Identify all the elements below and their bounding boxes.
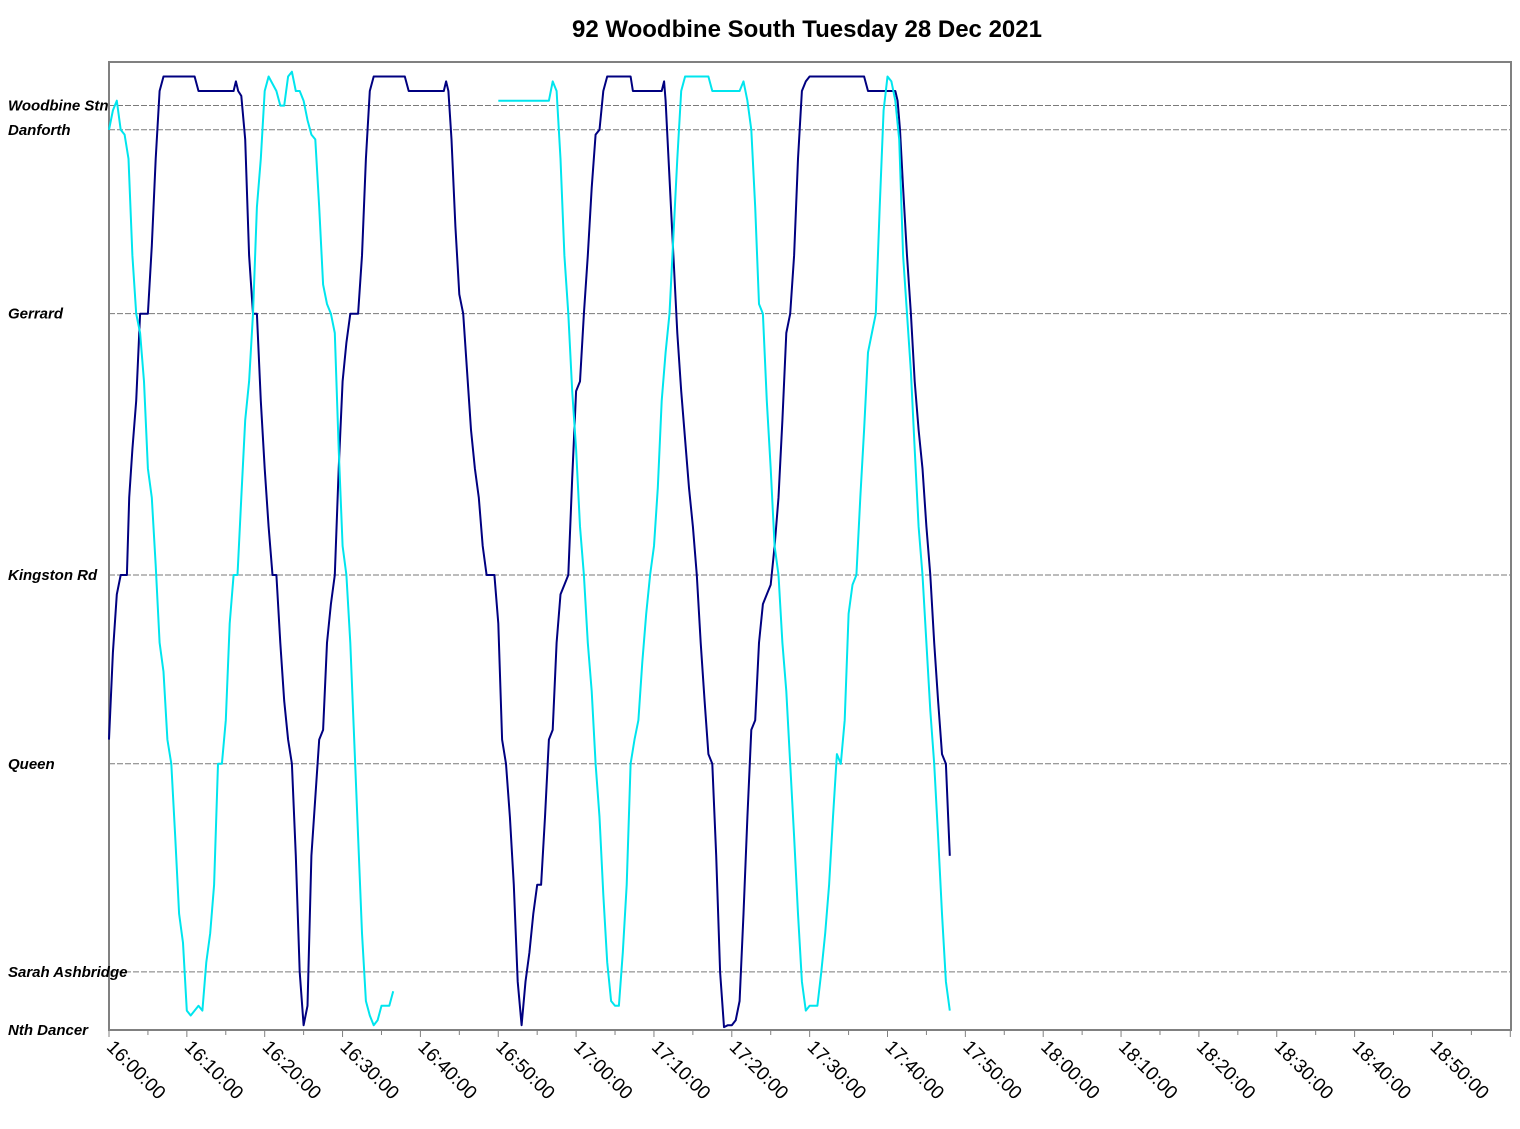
x-axis: 16:00:00 16:10:00 16:20:00 16:30:00 16:40:00… [102, 1030, 1511, 1104]
series-lines [108, 70, 951, 1029]
gridlines [109, 105, 1511, 973]
x-tick-label: 16:10:00 [180, 1037, 247, 1104]
x-tick-label: 18:00:00 [1036, 1037, 1103, 1104]
stop-label-nth-dancer: Nth Dancer [8, 1022, 89, 1039]
series-line-1 [108, 75, 951, 1029]
x-tick-label: 17:00:00 [569, 1037, 636, 1104]
stop-label-gerrard: Gerrard [8, 306, 64, 323]
x-tick-label: 16:00:00 [102, 1037, 169, 1104]
x-tick-label: 17:10:00 [647, 1037, 714, 1104]
series-line-2 [108, 70, 395, 1027]
x-tick-label: 17:40:00 [881, 1037, 948, 1104]
stop-label-danforth: Danforth [8, 122, 71, 139]
x-tick-label: 18:30:00 [1270, 1037, 1337, 1104]
chart-title: 92 Woodbine South Tuesday 28 Dec 2021 [572, 16, 1042, 43]
series-line-3 [498, 75, 951, 1012]
x-tick-label: 17:20:00 [725, 1037, 792, 1104]
x-tick-label: 16:20:00 [258, 1037, 325, 1104]
stop-labels: Woodbine Stn Danforth Gerrard Kingston Rd Qu… [8, 98, 127, 1039]
x-tick-label: 18:50:00 [1426, 1037, 1493, 1104]
stop-label-sarah-ashbridge: Sarah Ashbridge [8, 964, 127, 981]
x-tick-label: 16:30:00 [336, 1037, 403, 1104]
x-tick-label: 18:20:00 [1192, 1037, 1259, 1104]
stop-label-kingston-rd: Kingston Rd [8, 567, 98, 584]
x-tick-label: 16:40:00 [414, 1037, 481, 1104]
stop-label-woodbine-stn: Woodbine Stn [8, 98, 109, 115]
x-tick-label: 18:40:00 [1348, 1037, 1415, 1104]
x-tick-label: 18:10:00 [1114, 1037, 1181, 1104]
x-tick-label: 17:50:00 [958, 1037, 1025, 1104]
x-tick-label: 16:50:00 [491, 1037, 558, 1104]
stop-label-queen: Queen [8, 756, 55, 773]
x-tick-label: 17:30:00 [803, 1037, 870, 1104]
